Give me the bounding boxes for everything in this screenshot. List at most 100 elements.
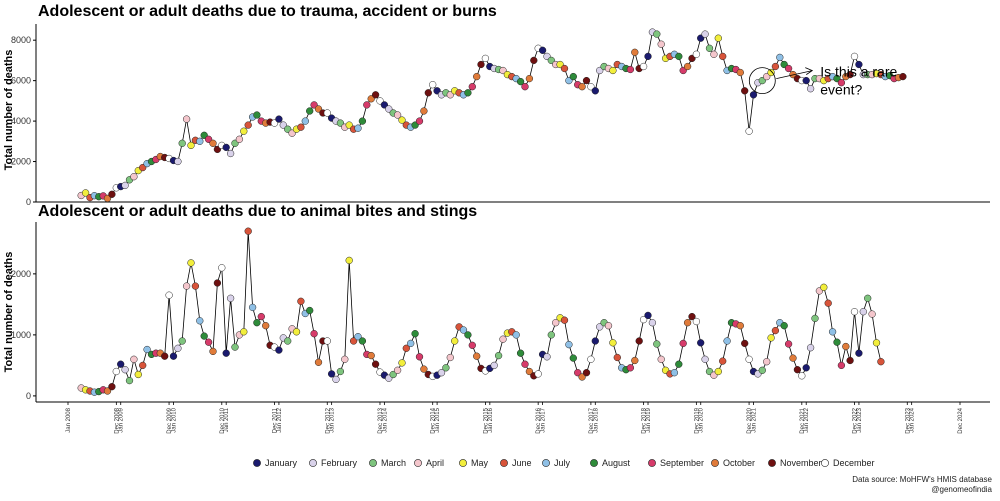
legend-swatch (459, 459, 467, 467)
data-point (178, 139, 186, 147)
data-point (222, 143, 230, 152)
data-point (736, 322, 744, 330)
x-tick-label: Dec 2016 (536, 407, 542, 433)
data-point (736, 68, 744, 77)
data-point (604, 322, 613, 330)
data-point (719, 52, 727, 61)
data-point (688, 312, 696, 321)
data-point (451, 337, 459, 345)
data-point (648, 319, 657, 327)
x-tick-label: Dec 2012 (325, 407, 331, 433)
data-point (626, 65, 635, 74)
data-point (468, 83, 476, 91)
data-point (591, 87, 599, 95)
y-tick-label: 0 (26, 391, 31, 401)
data-point (130, 173, 138, 181)
x-tick-label: Jan 2015 (435, 407, 441, 432)
y-tick-label: 4000 (11, 116, 31, 126)
data-point (530, 56, 538, 65)
data-point (516, 77, 525, 86)
x-tick-label: Dec 2017 (589, 407, 595, 433)
data-point (257, 312, 265, 321)
legend-swatch (253, 459, 261, 467)
x-tick-label: Jan 2013 (330, 407, 336, 432)
data-point (758, 366, 766, 374)
data-point (161, 352, 169, 360)
legend-swatch (821, 459, 829, 467)
data-point (182, 282, 191, 290)
x-tick-label: Jan 2011 (224, 407, 230, 432)
data-point (582, 369, 591, 377)
legend-label: September (660, 458, 704, 468)
x-tick-label: Jan 2008 (66, 407, 72, 432)
data-point (644, 52, 652, 61)
data-point (204, 338, 213, 346)
x-tick-label: Dec 2015 (483, 407, 489, 433)
data-point (393, 366, 402, 374)
legend-swatch (500, 459, 508, 467)
data-point (525, 74, 534, 83)
data-point (855, 60, 863, 69)
x-tick-label: Dec 2021 (800, 407, 806, 433)
data-point (209, 139, 217, 147)
data-point (701, 30, 709, 38)
data-point (521, 360, 529, 368)
legend-swatch (768, 459, 776, 467)
data-point (683, 62, 692, 71)
data-point (402, 344, 410, 352)
data-point (710, 50, 718, 58)
data-point (125, 376, 134, 385)
data-point (121, 366, 129, 374)
data-point (297, 123, 305, 131)
data-point (314, 358, 323, 366)
data-point (745, 355, 753, 363)
data-point (306, 306, 314, 315)
legend-swatch (648, 459, 656, 467)
x-tick-label: Jan 2014 (382, 407, 388, 432)
data-point (354, 124, 362, 132)
data-point (776, 53, 784, 62)
data-point (767, 68, 775, 77)
data-point (512, 331, 520, 339)
data-point (653, 340, 661, 348)
legend-label: November (780, 458, 822, 468)
data-point (415, 117, 424, 125)
data-point (741, 339, 749, 348)
data-point (310, 330, 318, 338)
x-tick-label: Dec 2011 (273, 407, 279, 433)
data-point (398, 359, 406, 367)
x-tick-label: Jan 2016 (488, 407, 494, 432)
data-point (407, 339, 415, 348)
data-point (683, 319, 692, 327)
data-point (244, 227, 252, 235)
data-point (108, 190, 116, 198)
data-point (578, 83, 586, 91)
data-point (117, 360, 125, 368)
data-point (569, 354, 577, 362)
data-point (578, 373, 586, 381)
data-point (850, 52, 859, 61)
data-point (644, 311, 652, 320)
data-point (780, 322, 788, 330)
annotation-arrow (776, 70, 813, 80)
data-point (213, 279, 222, 287)
data-point (811, 314, 819, 323)
y-tick-label: 1000 (11, 330, 31, 340)
data-point (103, 387, 112, 395)
data-point (354, 333, 362, 341)
legend-swatch (711, 459, 719, 467)
data-point (411, 330, 419, 338)
data-point (763, 358, 771, 366)
data-point (784, 340, 793, 348)
data-point (108, 383, 116, 391)
data-point (187, 141, 195, 150)
data-point (771, 62, 780, 71)
data-point (81, 189, 90, 197)
data-point (631, 356, 639, 365)
data-point (112, 367, 120, 376)
x-tick-label: Dec 2014 (431, 407, 437, 433)
data-point (516, 349, 525, 357)
data-point (587, 355, 595, 363)
data-point (481, 54, 490, 63)
data-point (415, 353, 424, 361)
